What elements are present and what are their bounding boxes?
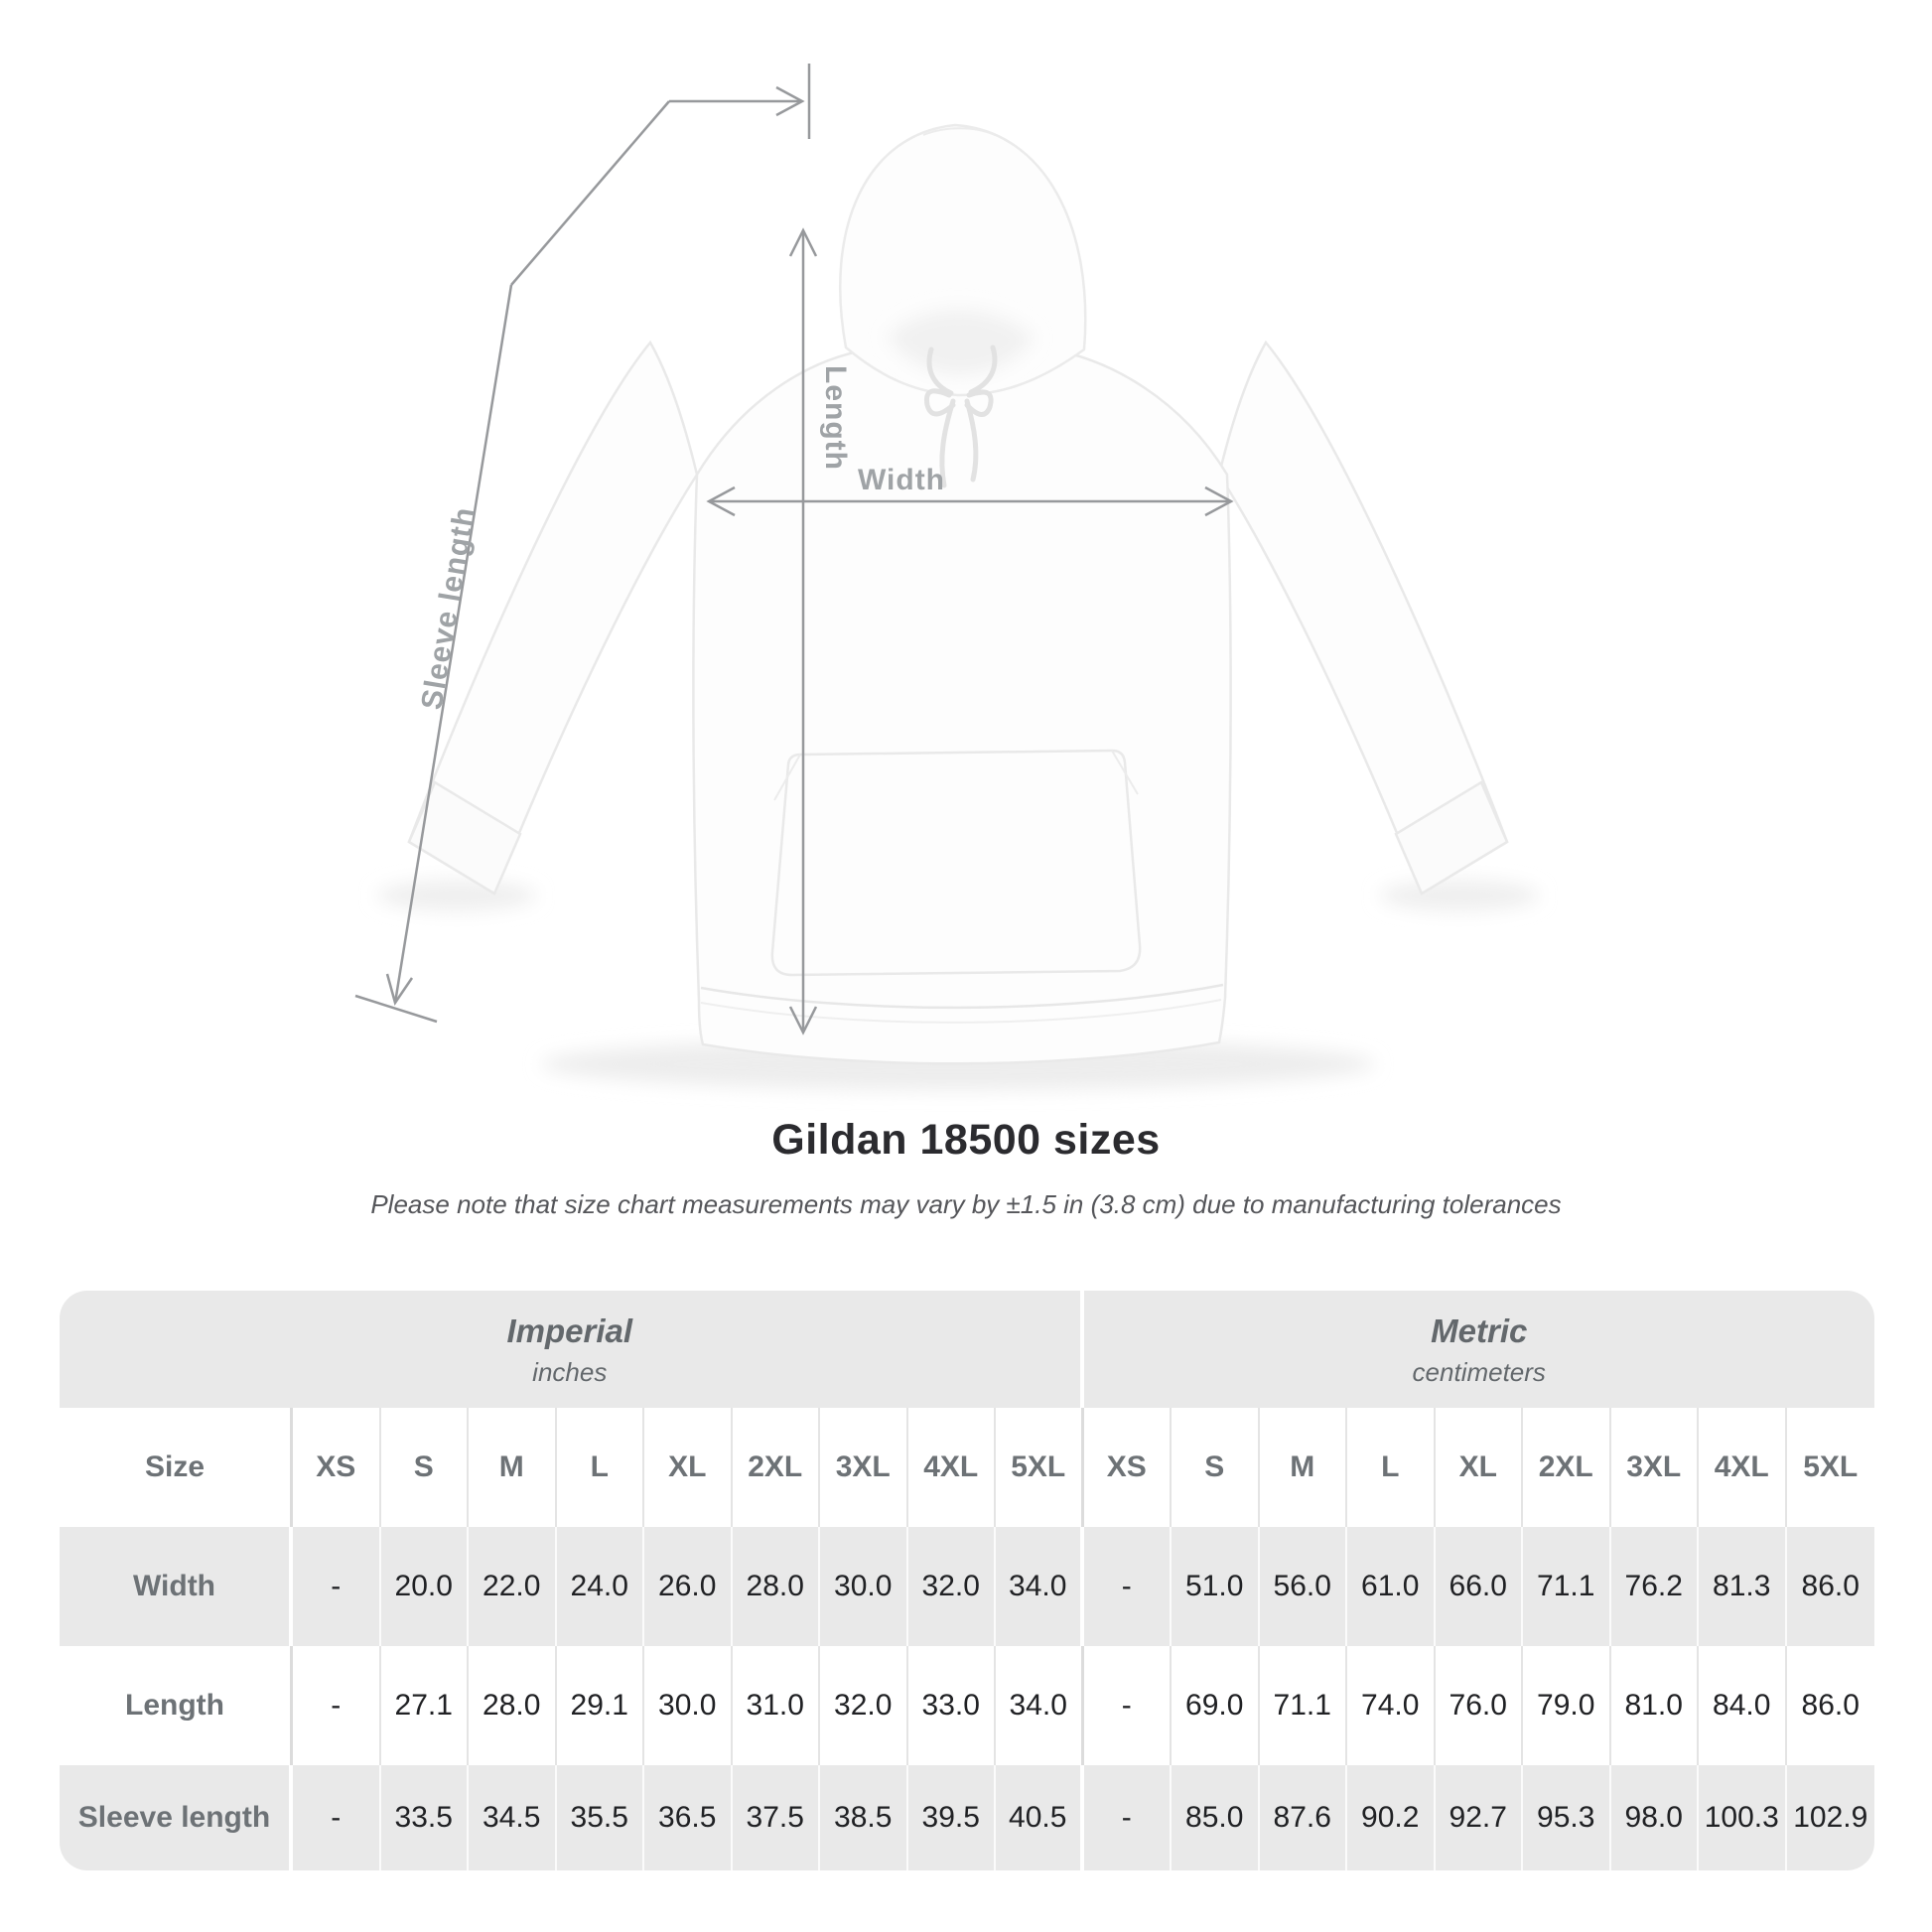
- table-cell: 39.5: [907, 1765, 996, 1870]
- table-cell: 38.5: [820, 1765, 908, 1870]
- table-cell: 22.0: [469, 1527, 557, 1646]
- table-cell: 71.1: [1523, 1527, 1611, 1646]
- table-cell: 92.7: [1435, 1765, 1523, 1870]
- table-cell: 95.3: [1523, 1765, 1611, 1870]
- metric-group-header: Metric centimeters: [1083, 1291, 1874, 1408]
- table-cell: 27.1: [380, 1646, 469, 1765]
- imperial-label: Imperial: [506, 1311, 633, 1349]
- table-cell: 87.6: [1259, 1765, 1347, 1870]
- size-table: Imperial inches Metric centimeters Size X…: [60, 1291, 1874, 1870]
- table-cell: 28.0: [732, 1527, 820, 1646]
- size-header-imperial-2xl: 2XL: [732, 1408, 820, 1527]
- table-cell: 29.1: [556, 1646, 644, 1765]
- table-cell: 61.0: [1347, 1527, 1436, 1646]
- table-cell: 30.0: [820, 1527, 908, 1646]
- table-cell: 20.0: [380, 1527, 469, 1646]
- size-header-imperial-s: S: [380, 1408, 469, 1527]
- page-title: Gildan 18500 sizes: [771, 1116, 1161, 1164]
- table-cell: 32.0: [820, 1646, 908, 1765]
- size-header-metric-2xl: 2XL: [1523, 1408, 1611, 1527]
- imperial-unit-label: inches: [532, 1356, 608, 1387]
- size-header-metric-4xl: 4XL: [1699, 1408, 1787, 1527]
- table-cell: 51.0: [1172, 1527, 1260, 1646]
- size-header-imperial-xs: XS: [293, 1408, 381, 1527]
- table-cell: 33.0: [907, 1646, 996, 1765]
- hoodie-pocket: [770, 749, 1142, 977]
- table-cell: 86.0: [1786, 1646, 1874, 1765]
- size-header-imperial-4xl: 4XL: [907, 1408, 996, 1527]
- metric-unit-label: centimeters: [1412, 1356, 1546, 1387]
- hoodie-measurement-figure: Length Width Sleeve length: [354, 64, 1539, 1090]
- table-cell: 85.0: [1172, 1765, 1260, 1870]
- table-cell: 84.0: [1699, 1646, 1787, 1765]
- table-cell: 66.0: [1435, 1527, 1523, 1646]
- size-header-imperial-m: M: [469, 1408, 557, 1527]
- table-cell: 98.0: [1610, 1765, 1699, 1870]
- size-header-metric-xs: XS: [1083, 1408, 1172, 1527]
- table-cell: 74.0: [1347, 1646, 1436, 1765]
- table-cell: 34.5: [469, 1765, 557, 1870]
- table-cell: 71.1: [1259, 1646, 1347, 1765]
- table-cell: 36.5: [644, 1765, 733, 1870]
- table-cell: 40.5: [996, 1765, 1084, 1870]
- size-tolerance-note: Please note that size chart measurements…: [370, 1189, 1562, 1219]
- table-cell: 76.0: [1435, 1646, 1523, 1765]
- table-cell: 31.0: [732, 1646, 820, 1765]
- size-header-metric-m: M: [1259, 1408, 1347, 1527]
- table-cell: -: [1083, 1765, 1172, 1870]
- table-cell: 34.0: [996, 1527, 1084, 1646]
- table-cell: 86.0: [1786, 1527, 1874, 1646]
- row-label: Sleeve length: [60, 1765, 293, 1870]
- table-cell: 33.5: [380, 1765, 469, 1870]
- size-header-imperial-5xl: 5XL: [996, 1408, 1084, 1527]
- table-cell: 76.2: [1610, 1527, 1699, 1646]
- hoodie-sleeves: [407, 340, 1509, 896]
- table-cell: 81.0: [1610, 1646, 1699, 1765]
- table-cell: -: [293, 1765, 381, 1870]
- size-header-metric-s: S: [1172, 1408, 1260, 1527]
- size-header-metric-xl: XL: [1435, 1408, 1523, 1527]
- row-label: Length: [60, 1646, 293, 1765]
- size-header-metric-5xl: 5XL: [1786, 1408, 1874, 1527]
- table-cell: 69.0: [1172, 1646, 1260, 1765]
- sleeve-length-label: Sleeve length: [415, 504, 482, 712]
- table-cell: 37.5: [732, 1765, 820, 1870]
- hoodie-hood: [839, 123, 1087, 397]
- size-header-metric-l: L: [1347, 1408, 1436, 1527]
- table-cell: 24.0: [556, 1527, 644, 1646]
- width-arrow: [706, 485, 1234, 517]
- table-cell: 32.0: [907, 1527, 996, 1646]
- hoodie-illustration: Length Width Sleeve length: [354, 64, 1539, 1090]
- hoodie-drawstrings: [923, 345, 998, 488]
- size-header-imperial-xl: XL: [644, 1408, 733, 1527]
- table-cell: -: [293, 1646, 381, 1765]
- row-label: Width: [60, 1527, 293, 1646]
- table-cell: 100.3: [1699, 1765, 1787, 1870]
- table-cell: -: [293, 1527, 381, 1646]
- sleeve-length-arrow: [354, 64, 811, 1024]
- table-cell: 81.3: [1699, 1527, 1787, 1646]
- table-cell: 34.0: [996, 1646, 1084, 1765]
- size-header-metric-3xl: 3XL: [1610, 1408, 1699, 1527]
- table-cell: 30.0: [644, 1646, 733, 1765]
- table-cell: -: [1083, 1646, 1172, 1765]
- table-cell: 35.5: [556, 1765, 644, 1870]
- table-cell: -: [1083, 1527, 1172, 1646]
- length-label: Length: [819, 365, 852, 471]
- table-cell: 28.0: [469, 1646, 557, 1765]
- table-cell: 79.0: [1523, 1646, 1611, 1765]
- table-cell: 90.2: [1347, 1765, 1436, 1870]
- length-arrow: [788, 227, 818, 1035]
- size-header-imperial-3xl: 3XL: [820, 1408, 908, 1527]
- imperial-group-header: Imperial inches: [60, 1291, 1084, 1408]
- table-cell: 56.0: [1259, 1527, 1347, 1646]
- table-cell: 102.9: [1786, 1765, 1874, 1870]
- size-header-imperial-l: L: [556, 1408, 644, 1527]
- metric-label: Metric: [1431, 1311, 1528, 1349]
- width-label: Width: [858, 464, 945, 496]
- size-column-header: Size: [60, 1408, 293, 1527]
- table-cell: 26.0: [644, 1527, 733, 1646]
